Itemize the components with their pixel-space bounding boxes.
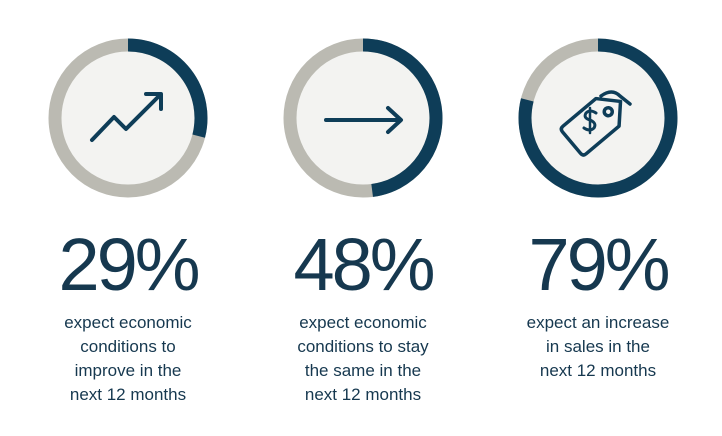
caption-line: in sales in the (546, 337, 650, 356)
trend-up-icon (90, 92, 163, 142)
caption-line: the same in the (305, 361, 421, 380)
caption-line: next 12 months (540, 361, 656, 380)
price-tag-icon (559, 90, 632, 157)
caption-line: expect an increase (527, 313, 670, 332)
ring-arc (518, 38, 678, 198)
caption-line: improve in the (75, 361, 182, 380)
caption-line: next 12 months (305, 385, 421, 404)
caption-line: expect economic (64, 313, 192, 332)
caption-line: conditions to (80, 337, 175, 356)
caption-line: next 12 months (70, 385, 186, 404)
caption-line: expect economic (299, 313, 427, 332)
percent-label: 29% (58, 223, 198, 306)
caption-line: conditions to stay (297, 337, 429, 356)
arrow-right-icon (324, 106, 403, 134)
ring-arc (362, 38, 443, 197)
percent-label: 48% (293, 223, 433, 306)
percent-label: 79% (528, 223, 668, 306)
ring-arc (127, 38, 208, 138)
